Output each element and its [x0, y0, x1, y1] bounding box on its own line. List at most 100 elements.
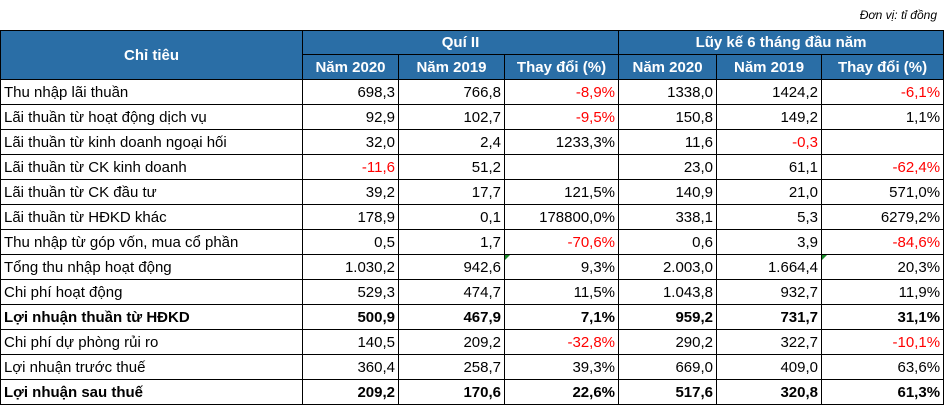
table-cell: 1,1%	[821, 104, 945, 130]
table-cell: 258,7	[398, 354, 505, 380]
table-cell: 149,2	[716, 104, 823, 130]
table-cell: 21,0	[716, 179, 823, 205]
table-cell: 338,1	[618, 204, 718, 230]
table-cell: 0,6	[618, 229, 718, 255]
table-cell: 39,3%	[503, 354, 620, 380]
table-cell: 63,6%	[821, 354, 945, 380]
table-cell: 178800,0%	[503, 204, 620, 230]
table-row: Thu nhập từ góp vốn, mua cổ phần 0,5 1,7 -7…	[0, 229, 945, 255]
table-cell: 11,6	[618, 129, 718, 155]
table-row: Tổng thu nhập hoạt động 1.030,2 942,6 9,3% 2…	[0, 254, 945, 280]
row-label: Tổng thu nhập hoạt động	[0, 254, 303, 280]
table-row: Lãi thuần từ HĐKD khác 178,9 0,1 178800,0% 3…	[0, 204, 945, 230]
table-cell: 23,0	[618, 154, 718, 180]
table-cell: 517,6	[618, 379, 718, 405]
table-cell	[821, 129, 945, 155]
table-cell: 6279,2%	[821, 204, 945, 230]
table-cell: -6,1%	[821, 79, 945, 105]
row-label: Lãi thuần từ kinh doanh ngoại hối	[0, 129, 303, 155]
table-cell: 3,9	[716, 229, 823, 255]
table-row: Lợi nhuận thuần từ HĐKD 500,9 467,9 7,1% 959…	[0, 304, 945, 330]
indicator-header: Chỉ tiêu	[0, 30, 303, 80]
table-cell: 409,0	[716, 354, 823, 380]
group-header-ytd: Lũy kế 6 tháng đầu năm	[618, 30, 945, 55]
table-cell: 467,9	[398, 304, 505, 330]
table-cell: 1,7	[398, 229, 505, 255]
table-cell: 121,5%	[503, 179, 620, 205]
row-label: Thu nhập từ góp vốn, mua cổ phần	[0, 229, 303, 255]
table-row: Lợi nhuận trước thuế 360,4 258,7 39,3% 669,0…	[0, 354, 945, 380]
table-cell: 1338,0	[618, 79, 718, 105]
table-cell: 20,3%	[821, 254, 945, 280]
table-cell: 17,7	[398, 179, 505, 205]
table-cell: 360,4	[302, 354, 399, 380]
table-cell: 571,0%	[821, 179, 945, 205]
table-row: Chi phí dự phòng rủi ro 140,5 209,2 -32,8% 2…	[0, 329, 945, 355]
unit-note: Đơn vị: tỉ đồng	[859, 8, 937, 22]
table-cell: -62,4%	[821, 154, 945, 180]
table-row: Lãi thuần từ CK đầu tư 39,2 17,7 121,5% 140,…	[0, 179, 945, 205]
table-cell: 92,9	[302, 104, 399, 130]
header-row-groups: Chỉ tiêu Quí II Lũy kế 6 tháng đầu năm	[0, 30, 945, 80]
table-cell: -70,6%	[503, 229, 620, 255]
table-cell: 942,6	[398, 254, 505, 280]
table-cell: 31,1%	[821, 304, 945, 330]
table-cell: -32,8%	[503, 329, 620, 355]
table-cell: 2.003,0	[618, 254, 718, 280]
table-cell: 178,9	[302, 204, 399, 230]
table-cell: 1.030,2	[302, 254, 399, 280]
header-row-columns: Năm 2020 Năm 2019 Thay đổi (%) Năm 2020 …	[1, 54, 945, 80]
table-cell: 290,2	[618, 329, 718, 355]
table-cell: 698,3	[302, 79, 399, 105]
table-cell: 140,9	[618, 179, 718, 205]
table-cell: -0,3	[716, 129, 823, 155]
group-header-q2: Quí II	[301, 30, 620, 55]
table-cell: 39,2	[302, 179, 399, 205]
table-cell: 669,0	[618, 354, 718, 380]
table-cell: 51,2	[398, 154, 505, 180]
table-cell: -11,6	[302, 154, 399, 180]
row-label: Lãi thuần từ HĐKD khác	[0, 204, 303, 230]
col-header: Thay đổi (%)	[503, 54, 620, 80]
table-row: Lãi thuần từ CK kinh doanh -11,6 51,2 23,0 6…	[0, 154, 945, 180]
table-cell: 0,5	[302, 229, 399, 255]
table-cell: 0,1	[398, 204, 505, 230]
table-cell: 322,7	[716, 329, 823, 355]
table-cell: 61,3%	[821, 379, 945, 405]
col-header: Thay đổi (%)	[821, 54, 945, 80]
table-cell: 1.043,8	[618, 279, 718, 305]
table-cell: 209,2	[398, 329, 505, 355]
table-row: Chi phí hoạt động 529,3 474,7 11,5% 1.043,8 9…	[0, 279, 945, 305]
row-label: Chi phí dự phòng rủi ro	[0, 329, 303, 355]
table-cell: 102,7	[398, 104, 505, 130]
row-label: Lợi nhuận thuần từ HĐKD	[0, 304, 303, 330]
table-cell: 932,7	[716, 279, 823, 305]
table-cell: 1424,2	[716, 79, 823, 105]
table-cell: 959,2	[618, 304, 718, 330]
table-cell: 1233,3%	[503, 129, 620, 155]
table-cell: 9,3%	[503, 254, 620, 280]
table-cell: 5,3	[716, 204, 823, 230]
table-cell: 320,8	[716, 379, 823, 405]
table-cell: 2,4	[398, 129, 505, 155]
row-label: Lãi thuần từ hoạt động dịch vụ	[0, 104, 303, 130]
col-header: Năm 2019	[398, 54, 505, 80]
table-cell: 11,5%	[503, 279, 620, 305]
table-cell: -8,9%	[503, 79, 620, 105]
table-cell: 766,8	[398, 79, 505, 105]
table-cell: 529,3	[302, 279, 399, 305]
table-cell: 140,5	[302, 329, 399, 355]
table-cell	[503, 154, 620, 180]
table-row: Lãi thuần từ hoạt động dịch vụ 92,9 102,7-…	[0, 104, 945, 130]
row-label: Lãi thuần từ CK kinh doanh	[0, 154, 303, 180]
table-row: Thu nhập lãi thuần 698,3 766,8 -8,9% 1338,0 1…	[0, 79, 945, 105]
table-cell: 731,7	[716, 304, 823, 330]
table-row: Lợi nhuận sau thuế 209,2 170,6 22,6% 517,6 32…	[0, 379, 945, 405]
table-cell: 474,7	[398, 279, 505, 305]
table-cell: 11,9%	[821, 279, 945, 305]
table-cell: 150,8	[618, 104, 718, 130]
table-cell: 209,2	[302, 379, 399, 405]
table-cell: 170,6	[398, 379, 505, 405]
table-cell: 500,9	[302, 304, 399, 330]
row-label: Lợi nhuận sau thuế	[0, 379, 303, 405]
